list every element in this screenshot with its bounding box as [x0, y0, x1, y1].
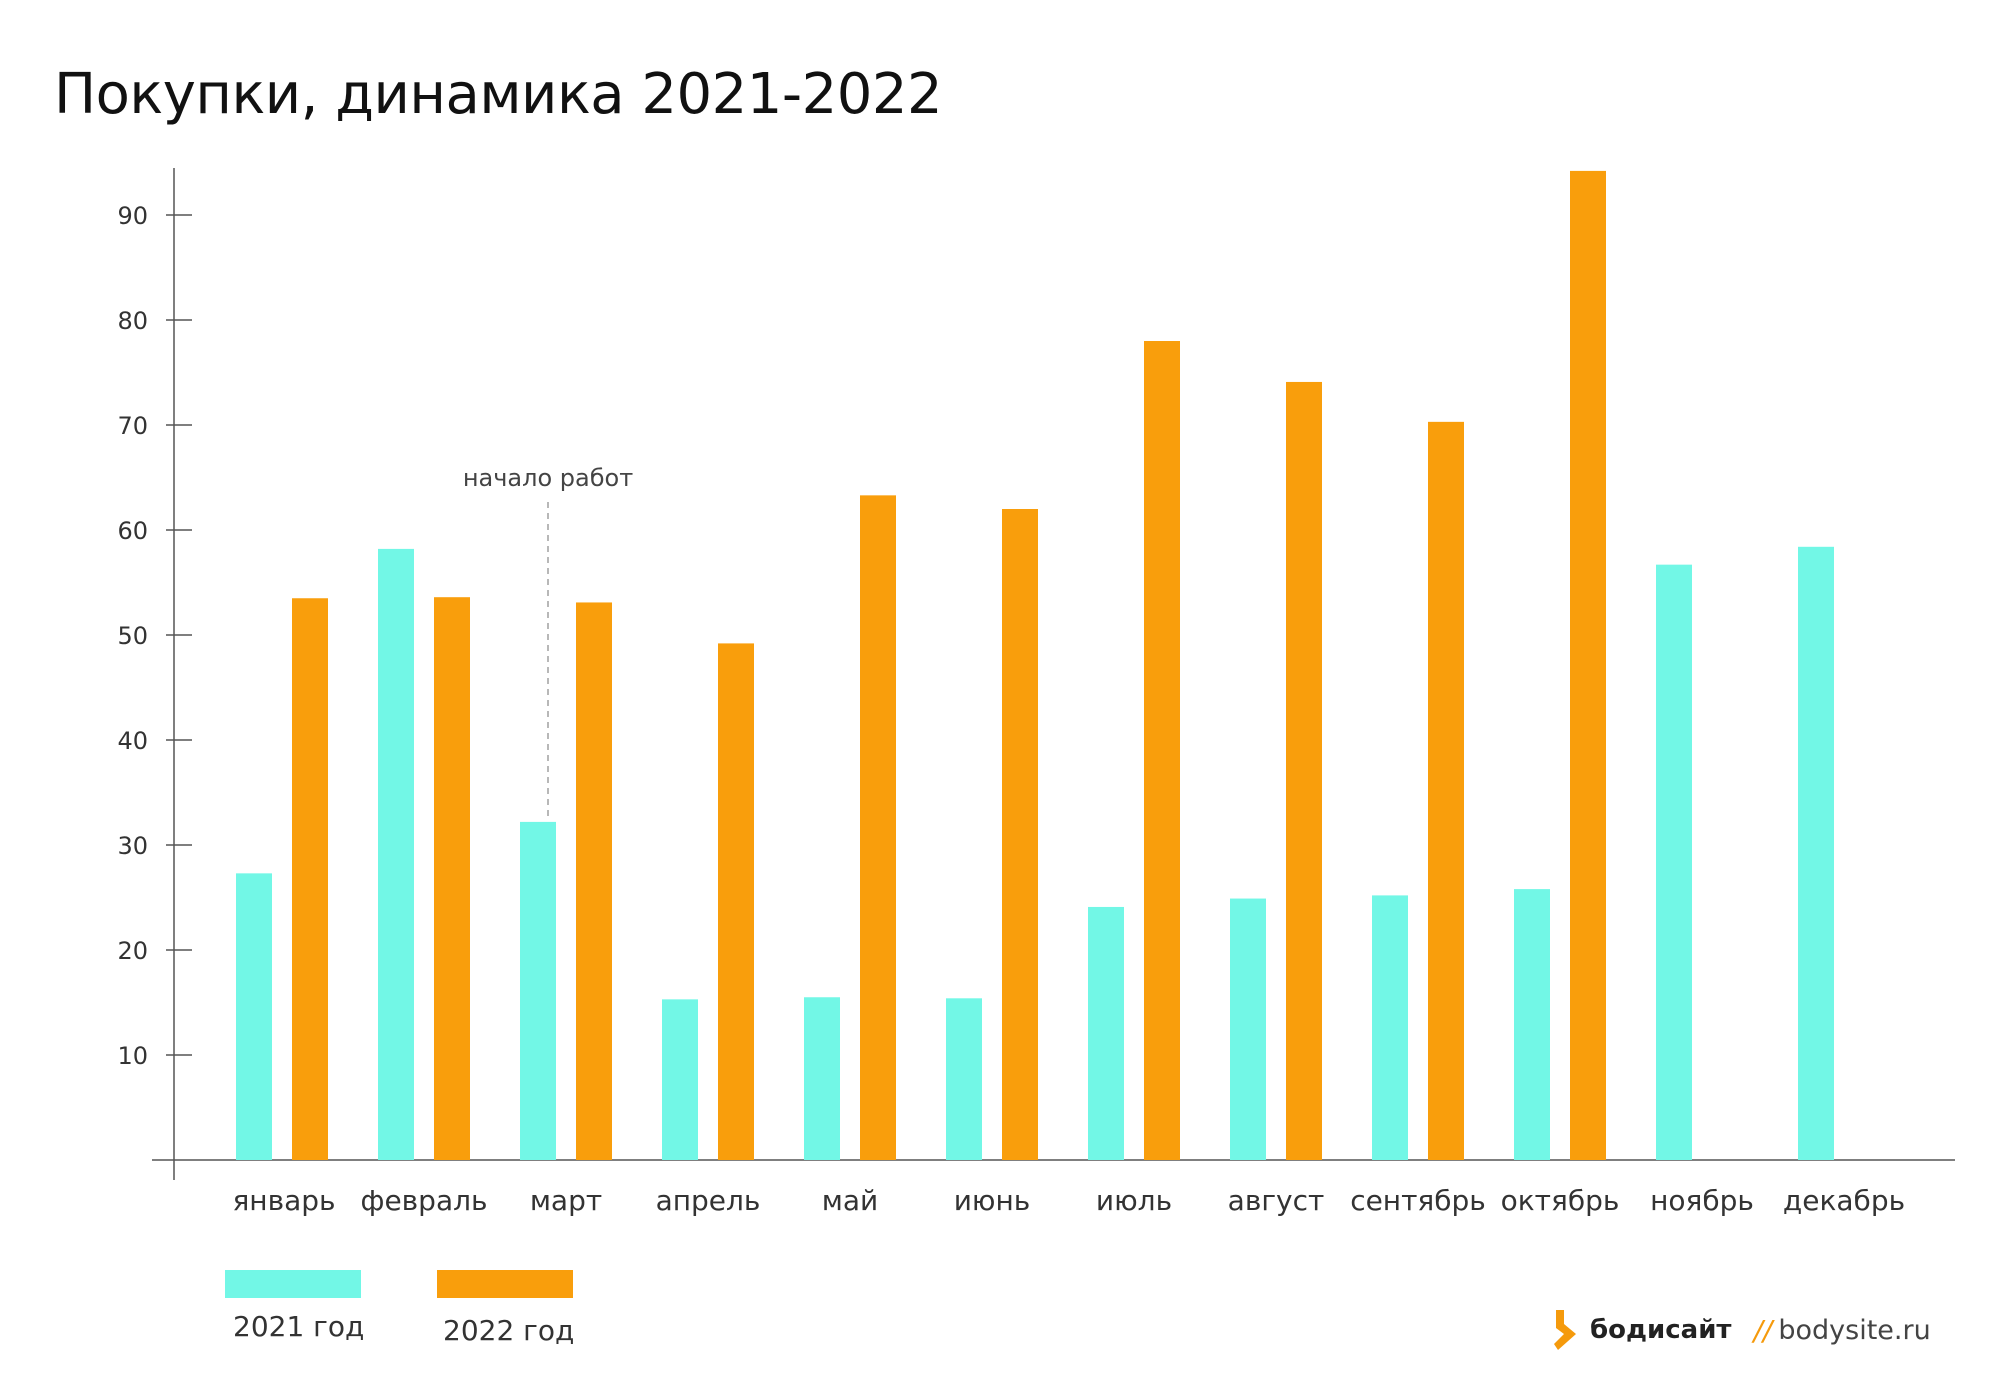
bar-2022: [1144, 341, 1180, 1160]
bar-2021: [662, 999, 698, 1160]
brand-separator: //: [1753, 1313, 1773, 1347]
bar-2022: [860, 495, 896, 1161]
x-category-label: июль: [1096, 1184, 1172, 1217]
brand-name: бодисайт: [1590, 1315, 1732, 1345]
brand-watermark: бодисайт // bodysite.ru: [1552, 1306, 1931, 1354]
bar-2022: [1428, 421, 1464, 1161]
bar-2021: [1514, 889, 1550, 1160]
y-tick-label: 60: [117, 517, 148, 545]
x-category-label: октябрь: [1501, 1184, 1620, 1217]
legend-label-2021: 2021 год: [233, 1310, 365, 1343]
y-tick-label: 20: [117, 937, 148, 965]
bar-2021: [946, 998, 982, 1160]
bar-2021: [520, 821, 556, 1160]
legend-swatch-2021: [225, 1270, 361, 1298]
category-labels: январь февраль март апрель май июнь июль август…: [232, 1184, 1905, 1217]
x-category-label: декабрь: [1783, 1184, 1905, 1217]
x-category-label: апрель: [656, 1184, 761, 1217]
y-tick-label: 90: [117, 202, 148, 230]
brand-logo-icon: [1554, 1310, 1576, 1350]
legend-label-2022: 2022 год: [443, 1314, 575, 1347]
x-category-label: август: [1228, 1184, 1325, 1217]
y-tick-label: 10: [117, 1042, 148, 1070]
bar-2021: [804, 997, 840, 1160]
y-tick-label: 40: [117, 727, 148, 755]
bar-2022: [292, 598, 328, 1160]
bar-2022: [718, 643, 754, 1160]
chart-title: Покупки, динамика 2021-2022: [54, 62, 943, 127]
brand-url: bodysite.ru: [1778, 1314, 1931, 1346]
bar-2022: [1002, 509, 1038, 1160]
x-category-label: июнь: [954, 1184, 1031, 1217]
bar-2021: [1088, 906, 1124, 1160]
y-tick-label: 30: [117, 832, 148, 860]
bars: [236, 170, 1834, 1161]
bar-2022: [1570, 170, 1606, 1160]
x-category-label: май: [822, 1184, 878, 1217]
y-tick-label: 70: [117, 412, 148, 440]
x-category-label: март: [530, 1184, 602, 1217]
bar-2021: [1372, 895, 1408, 1160]
bar-2022: [434, 597, 470, 1160]
bar-2021: [1656, 564, 1692, 1160]
bar-2021: [1798, 546, 1834, 1160]
y-tick-label: 80: [117, 307, 148, 335]
y-axis-ticks: 10 20 30 40 50 60 70 80 90: [117, 202, 192, 1070]
bar-2021: [236, 873, 272, 1160]
x-category-label: январь: [232, 1184, 335, 1217]
bar-2021: [1230, 898, 1266, 1160]
annotation-label: начало работ: [463, 464, 633, 492]
bar-2022: [576, 602, 612, 1160]
bar-2022: [1286, 381, 1322, 1160]
annotations: начало работ: [463, 464, 633, 818]
x-category-label: сентябрь: [1350, 1184, 1486, 1217]
x-category-label: ноябрь: [1650, 1184, 1754, 1217]
y-tick-label: 50: [117, 622, 148, 650]
legend-swatch-2022: [437, 1270, 573, 1298]
bar-2021: [378, 548, 414, 1160]
x-category-label: февраль: [361, 1184, 488, 1217]
